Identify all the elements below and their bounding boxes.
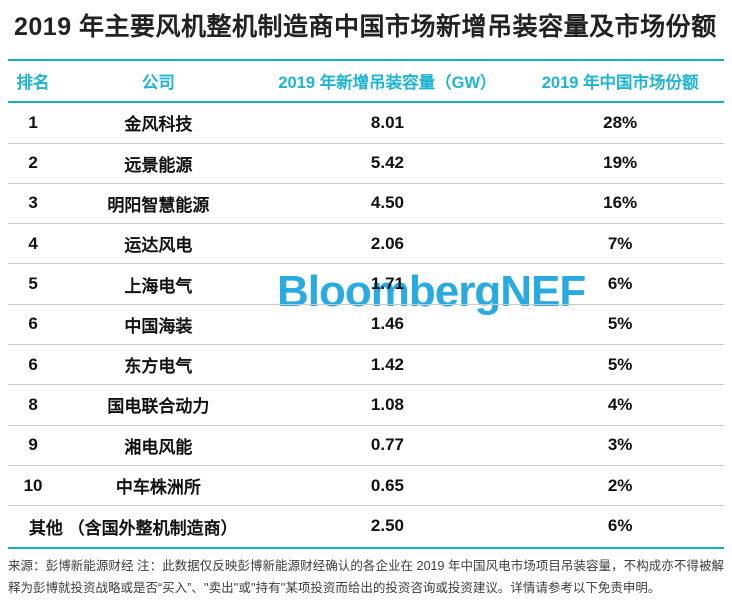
- company-cell: 其他 （含国外整机制造商）: [28, 518, 238, 538]
- rank-cell: 6: [28, 354, 38, 374]
- rank-cell: 2: [28, 153, 38, 173]
- capacity-cell: 2.06: [370, 233, 404, 253]
- table-row: 9 湘电风能 0.77 3%: [8, 426, 724, 466]
- rank-cell: 10: [23, 475, 43, 495]
- table-row: 10 中车株洲所 0.65 2%: [8, 466, 724, 507]
- company-cell: 国电联合动力: [107, 397, 210, 417]
- share-cell: 16%: [603, 193, 638, 213]
- table-row: 3 明阳智慧能源 4.50 16%: [8, 184, 724, 225]
- column-header-company: 公司: [141, 74, 175, 93]
- market-share-table: 排名 公司 2019 年新增吊装容量（GW） 2019 年中国市场份额 1 金风…: [8, 59, 724, 549]
- rank-cell: 3: [28, 193, 38, 213]
- capacity-cell: 5.42: [370, 153, 404, 173]
- company-cell: 明阳智慧能源: [107, 195, 210, 215]
- page-title: 2019 年主要风机整机制造商中国市场新增吊装容量及市场份额: [14, 13, 717, 41]
- share-cell: 2%: [607, 475, 633, 495]
- rank-cell: 4: [28, 233, 38, 253]
- rank-cell: 8: [28, 394, 38, 414]
- table-row: 1 金风科技 8.01 28%: [8, 103, 724, 144]
- company-cell: 远景能源: [124, 155, 193, 175]
- rank-cell: 1: [28, 112, 38, 132]
- company-cell: 东方电气: [124, 357, 193, 377]
- company-cell: 湘电风能: [124, 437, 193, 457]
- share-cell: 19%: [603, 153, 638, 173]
- table-row: 其他 （含国外整机制造商） 2.50 6%: [8, 506, 724, 546]
- rank-cell: 6: [28, 314, 38, 334]
- table-row: 2 远景能源 5.42 19%: [8, 144, 724, 184]
- source-note: 来源：彭博新能源财经 注：此数据仅反映彭博新能源财经确认的各企业在 2019 年…: [8, 558, 724, 596]
- column-header-share: 2019 年中国市场份额: [541, 74, 699, 93]
- company-cell: 中车株洲所: [115, 478, 201, 498]
- table-row: 5 上海电气 1.71 6%: [8, 264, 724, 305]
- capacity-cell: 1.08: [370, 394, 404, 414]
- company-cell: 金风科技: [124, 115, 193, 135]
- capacity-cell: 8.01: [370, 112, 404, 132]
- capacity-cell: 4.50: [370, 193, 404, 213]
- rank-cell: 5: [28, 274, 38, 294]
- column-header-rank: 排名: [16, 74, 50, 93]
- share-cell: 7%: [607, 233, 633, 253]
- company-cell: 上海电气: [124, 276, 193, 296]
- capacity-cell: 0.65: [370, 475, 404, 495]
- table-row: 6 中国海装 1.46 5%: [8, 305, 724, 346]
- capacity-cell: 0.77: [370, 435, 404, 455]
- share-cell: 5%: [607, 354, 633, 374]
- share-cell: 4%: [607, 394, 633, 414]
- table-row: 8 国电联合动力 1.08 4%: [8, 385, 724, 426]
- capacity-cell: 1.71: [370, 274, 404, 294]
- table-body: 1 金风科技 8.01 28% 2 远景能源 5.42 19% 3 明阳智慧能源…: [8, 103, 724, 549]
- capacity-cell: 1.42: [370, 354, 404, 374]
- table-row: 4 运达风电 2.06 7%: [8, 224, 724, 265]
- capacity-cell: 2.50: [370, 516, 405, 536]
- table-header-row: 排名 公司 2019 年新增吊装容量（GW） 2019 年中国市场份额: [8, 59, 724, 104]
- share-cell: 28%: [603, 112, 638, 132]
- company-cell: 中国海装: [124, 316, 193, 336]
- rank-cell: 9: [28, 435, 38, 455]
- share-cell: 6%: [607, 274, 633, 294]
- capacity-cell: 1.46: [370, 314, 404, 334]
- column-header-capacity: 2019 年新增吊装容量（GW）: [278, 74, 497, 93]
- share-cell: 5%: [607, 314, 633, 334]
- company-cell: 运达风电: [124, 236, 193, 256]
- share-cell: 6%: [607, 516, 633, 536]
- share-cell: 3%: [607, 435, 633, 455]
- table-row: 6 东方电气 1.42 5%: [8, 345, 724, 386]
